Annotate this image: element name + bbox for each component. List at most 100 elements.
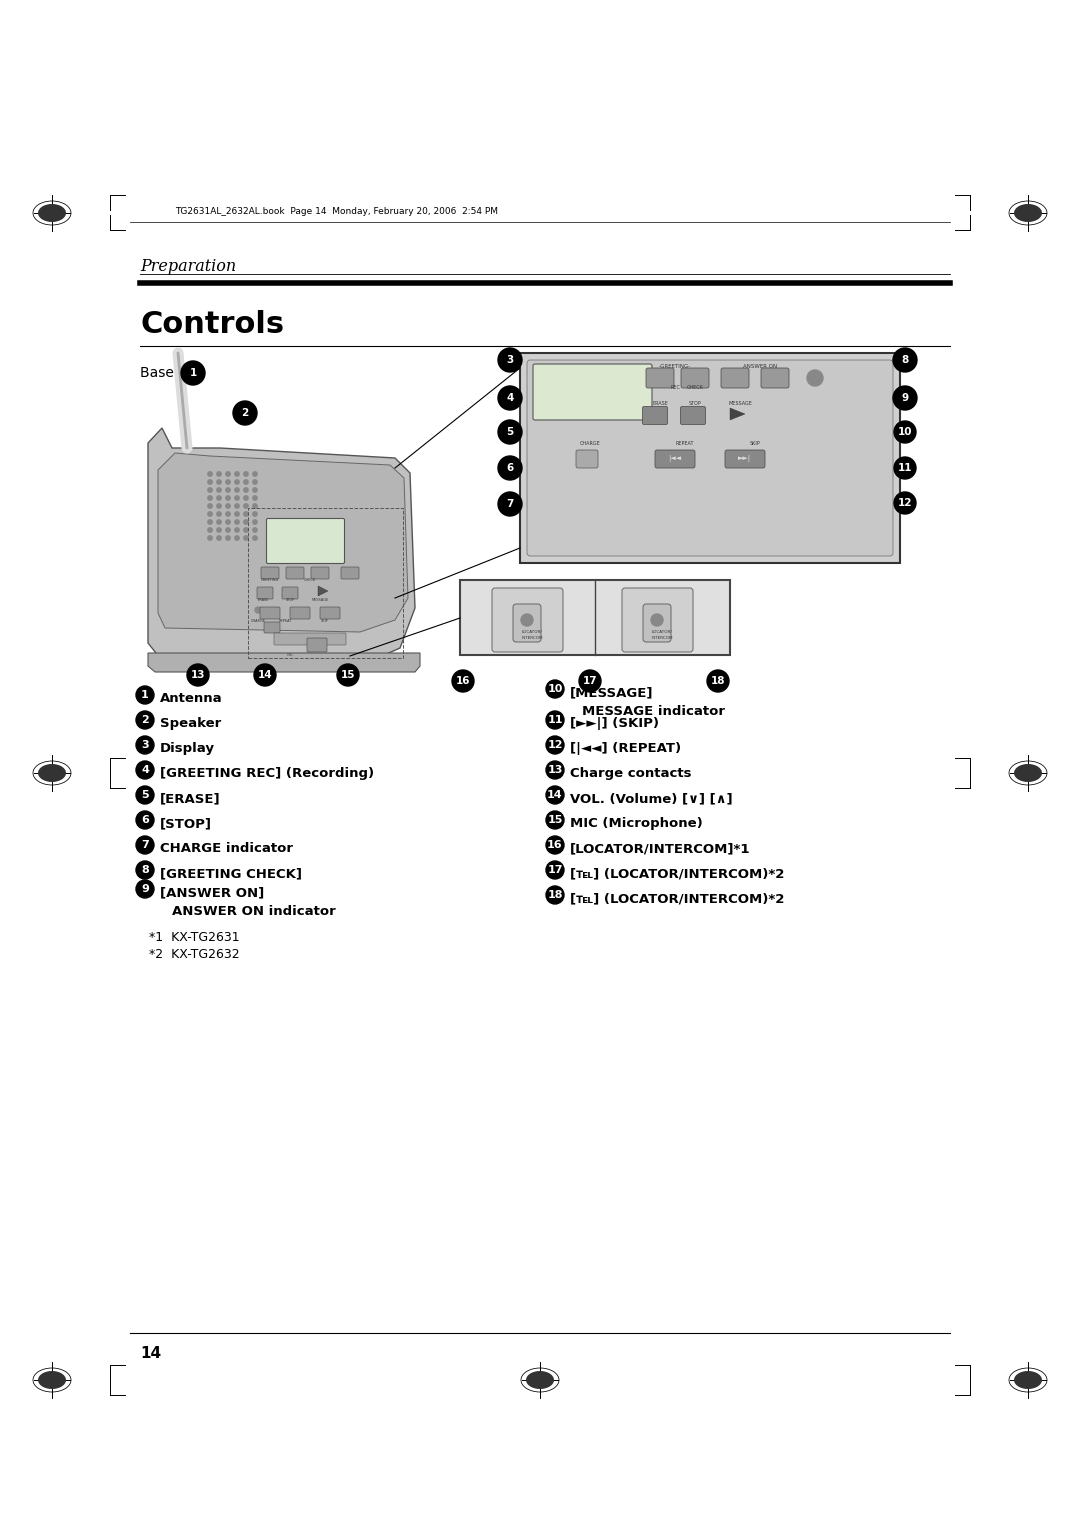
Circle shape	[651, 614, 663, 626]
Text: 9: 9	[141, 885, 149, 894]
Ellipse shape	[38, 764, 66, 782]
FancyBboxPatch shape	[761, 368, 789, 388]
Circle shape	[136, 785, 154, 804]
Circle shape	[253, 472, 257, 477]
Text: CHARGE: CHARGE	[251, 619, 266, 623]
FancyBboxPatch shape	[267, 518, 345, 564]
FancyBboxPatch shape	[320, 607, 340, 619]
Ellipse shape	[1014, 1371, 1042, 1389]
Text: 7: 7	[507, 500, 514, 509]
Text: 11: 11	[897, 463, 913, 474]
Circle shape	[136, 711, 154, 729]
Text: SKIP: SKIP	[321, 619, 329, 623]
Text: [GREETING REC] (Recording): [GREETING REC] (Recording)	[160, 767, 374, 779]
Text: Speaker: Speaker	[160, 717, 221, 730]
Text: 14: 14	[548, 790, 563, 801]
Text: VOL. (Volume) [∨] [∧]: VOL. (Volume) [∨] [∧]	[570, 792, 732, 805]
Text: 7: 7	[141, 840, 149, 850]
Text: 8: 8	[902, 354, 908, 365]
FancyBboxPatch shape	[519, 353, 900, 562]
Text: 16: 16	[456, 675, 470, 686]
Text: 4: 4	[141, 766, 149, 775]
Circle shape	[187, 665, 210, 686]
Circle shape	[707, 669, 729, 692]
Text: CHARGE: CHARGE	[580, 442, 600, 446]
Circle shape	[546, 785, 564, 804]
Text: [LOCATOR/INTERCOM]*1: [LOCATOR/INTERCOM]*1	[570, 842, 751, 856]
Text: 1: 1	[141, 691, 149, 700]
Circle shape	[226, 536, 230, 541]
Text: MIC (Microphone): MIC (Microphone)	[570, 817, 703, 830]
Circle shape	[234, 520, 239, 524]
FancyBboxPatch shape	[282, 587, 298, 599]
FancyBboxPatch shape	[341, 567, 359, 579]
Ellipse shape	[38, 1371, 66, 1389]
Circle shape	[136, 736, 154, 753]
Text: 3: 3	[141, 740, 149, 750]
FancyBboxPatch shape	[643, 604, 671, 642]
FancyBboxPatch shape	[261, 567, 279, 579]
FancyBboxPatch shape	[646, 368, 674, 388]
Circle shape	[253, 504, 257, 509]
Circle shape	[226, 520, 230, 524]
Circle shape	[136, 761, 154, 779]
FancyBboxPatch shape	[576, 451, 598, 468]
Text: ERASE: ERASE	[652, 400, 667, 406]
Circle shape	[498, 492, 522, 516]
Circle shape	[453, 669, 474, 692]
Text: STOP: STOP	[689, 400, 701, 406]
Circle shape	[207, 495, 212, 500]
FancyBboxPatch shape	[654, 451, 696, 468]
Text: *2  KX-TG2632: *2 KX-TG2632	[149, 947, 240, 961]
Circle shape	[244, 536, 248, 541]
FancyBboxPatch shape	[680, 406, 705, 425]
Text: [►►|] (SKIP): [►►|] (SKIP)	[570, 717, 659, 730]
Text: MESSAGE: MESSAGE	[728, 400, 752, 406]
Circle shape	[244, 512, 248, 516]
Circle shape	[234, 472, 239, 477]
Circle shape	[546, 811, 564, 830]
Text: LOCATOR/: LOCATOR/	[651, 630, 673, 634]
FancyBboxPatch shape	[286, 567, 303, 579]
Text: 3: 3	[507, 354, 514, 365]
Ellipse shape	[526, 1371, 554, 1389]
Text: 2: 2	[241, 408, 248, 419]
FancyBboxPatch shape	[307, 639, 327, 652]
FancyBboxPatch shape	[725, 451, 765, 468]
Circle shape	[207, 536, 212, 541]
Polygon shape	[148, 652, 420, 672]
Text: MIC: MIC	[286, 652, 294, 657]
Circle shape	[217, 495, 221, 500]
Ellipse shape	[1014, 764, 1042, 782]
Circle shape	[255, 607, 261, 613]
Circle shape	[498, 387, 522, 410]
Circle shape	[253, 495, 257, 500]
Text: GREETING: GREETING	[261, 578, 279, 582]
Text: ANSWER ON indicator: ANSWER ON indicator	[172, 905, 336, 918]
Circle shape	[807, 370, 823, 387]
Circle shape	[234, 536, 239, 541]
Circle shape	[233, 400, 257, 425]
Text: 17: 17	[583, 675, 597, 686]
Text: 16: 16	[548, 840, 563, 850]
FancyBboxPatch shape	[622, 588, 693, 652]
Text: 2: 2	[141, 715, 149, 724]
Circle shape	[217, 536, 221, 541]
Circle shape	[226, 504, 230, 509]
FancyBboxPatch shape	[513, 604, 541, 642]
Circle shape	[521, 614, 534, 626]
FancyBboxPatch shape	[492, 588, 563, 652]
Polygon shape	[158, 452, 408, 633]
Circle shape	[253, 487, 257, 492]
Circle shape	[244, 504, 248, 509]
Text: -GREETING-: -GREETING-	[659, 364, 691, 368]
FancyBboxPatch shape	[274, 633, 346, 645]
Circle shape	[217, 520, 221, 524]
Text: 4: 4	[507, 393, 514, 403]
Circle shape	[217, 487, 221, 492]
Text: 11: 11	[548, 715, 563, 724]
Text: [ANSWER ON]: [ANSWER ON]	[160, 886, 265, 898]
Text: Base unit: Base unit	[140, 367, 205, 380]
FancyBboxPatch shape	[260, 607, 280, 619]
Circle shape	[234, 512, 239, 516]
